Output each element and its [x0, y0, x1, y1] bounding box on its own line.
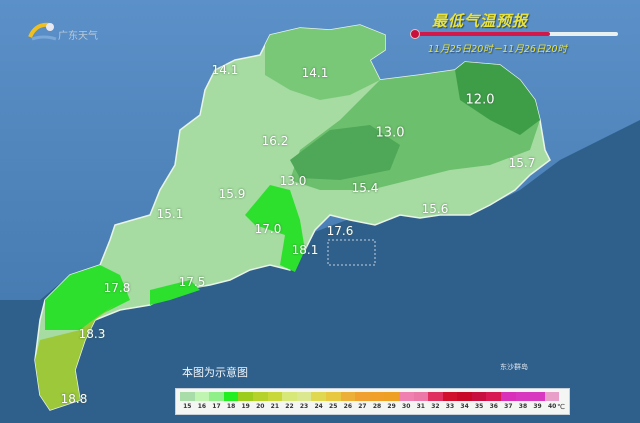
legend-swatch [223, 392, 239, 401]
station-label: 14.1 [211, 63, 239, 77]
zone-east-mid [290, 125, 400, 180]
legend-label: 22 [285, 403, 294, 410]
legend-label: 21 [270, 403, 280, 410]
zone-north [265, 25, 385, 100]
legend-swatch [180, 392, 195, 401]
station-label: 13.0 [279, 174, 307, 188]
legend-label: 38 [518, 403, 528, 410]
station-label: 16.2 [261, 134, 289, 148]
zone-pearl-river [245, 185, 305, 272]
legend-label: 24 [314, 403, 323, 410]
legend-swatch [398, 392, 414, 401]
station-label: 17.8 [103, 281, 131, 295]
legend-swatch [369, 392, 385, 401]
station-label: 12.0 [465, 92, 495, 108]
island-label: 东沙群岛 [500, 363, 528, 371]
legend-swatch [428, 392, 443, 401]
forecast-period: 11月25日20时－11月26日20时 [428, 44, 568, 55]
legend-label: 16 [197, 403, 207, 410]
legend-label: 30 [402, 403, 411, 410]
legend-swatch [252, 392, 268, 401]
logo-sun-icon [28, 22, 57, 41]
legend-swatch [457, 392, 472, 401]
legend-label: 15 [183, 403, 192, 410]
station-label: 17.0 [254, 222, 282, 236]
logo-text: 广东天气 [58, 31, 98, 42]
legend-swatch [384, 392, 399, 401]
legend-swatch [471, 392, 487, 401]
thermometer-icon [410, 29, 620, 39]
legend-unit: ℃ [557, 403, 565, 411]
legend-swatch [296, 392, 312, 401]
station-label: 15.6 [421, 202, 449, 216]
zone-leizhou [35, 305, 115, 410]
station-label: 17.6 [326, 224, 354, 238]
station-label: 18.1 [291, 243, 319, 257]
legend-swatch [282, 392, 297, 401]
legend-label: 31 [416, 403, 425, 410]
zone-west-coast [150, 280, 200, 305]
color-legend: 15 16 17 18 19 20 21 22 23 24 25 26 27 28 29 30 31 32 33 34… [175, 388, 570, 415]
legend-label: 35 [474, 403, 484, 410]
legend-label: 18 [226, 403, 236, 410]
legend-swatch [267, 392, 283, 401]
legend-label: 37 [504, 403, 513, 410]
legend-swatch [486, 392, 502, 401]
legend-swatch [442, 392, 458, 401]
legend-label: 33 [445, 403, 455, 410]
legend-label: 23 [299, 403, 309, 410]
legend-label: 39 [533, 403, 542, 410]
legend-label: 25 [329, 403, 338, 410]
legend-swatch [238, 392, 253, 401]
legend-label: 40 [547, 403, 557, 410]
legend-swatch [311, 392, 326, 401]
legend-label: 19 [241, 403, 250, 410]
legend-label: 28 [372, 403, 382, 410]
station-label: 13.0 [375, 125, 405, 141]
legend-label: 17 [212, 403, 221, 410]
zone-northeast-cold [455, 62, 540, 135]
legend-swatch [413, 392, 429, 401]
legend-label: 32 [431, 403, 440, 410]
station-label: 14.1 [301, 66, 329, 80]
legend-swatch [544, 392, 560, 401]
zone-west-warm [45, 265, 130, 330]
station-label: 15.7 [508, 156, 536, 170]
station-label: 15.9 [218, 187, 246, 201]
legend-label: 26 [343, 403, 352, 410]
legend-swatch [515, 392, 531, 401]
legend-label: 36 [489, 403, 498, 410]
legend-swatch [194, 392, 210, 401]
hongkong-box [327, 239, 376, 266]
legend-swatch [501, 392, 516, 401]
schematic-note: 本图为示意图 [182, 366, 248, 379]
legend-label: 20 [256, 403, 265, 410]
legend-swatch [209, 392, 224, 401]
station-label: 18.8 [60, 392, 88, 406]
legend-label: 29 [387, 403, 396, 410]
legend-label: 34 [460, 403, 469, 410]
station-label: 15.1 [156, 207, 184, 221]
logo [24, 17, 124, 41]
legend-label: 27 [358, 403, 367, 410]
legend-swatch [340, 392, 356, 401]
station-label: 15.4 [351, 181, 379, 195]
legend-swatch [530, 392, 545, 401]
legend-swatch [355, 392, 370, 401]
legend-swatch [325, 392, 341, 401]
station-label: 17.5 [178, 275, 206, 289]
station-label: 18.3 [78, 327, 106, 341]
map-title: 最低气温预报 [432, 12, 529, 30]
sea [0, 120, 640, 423]
